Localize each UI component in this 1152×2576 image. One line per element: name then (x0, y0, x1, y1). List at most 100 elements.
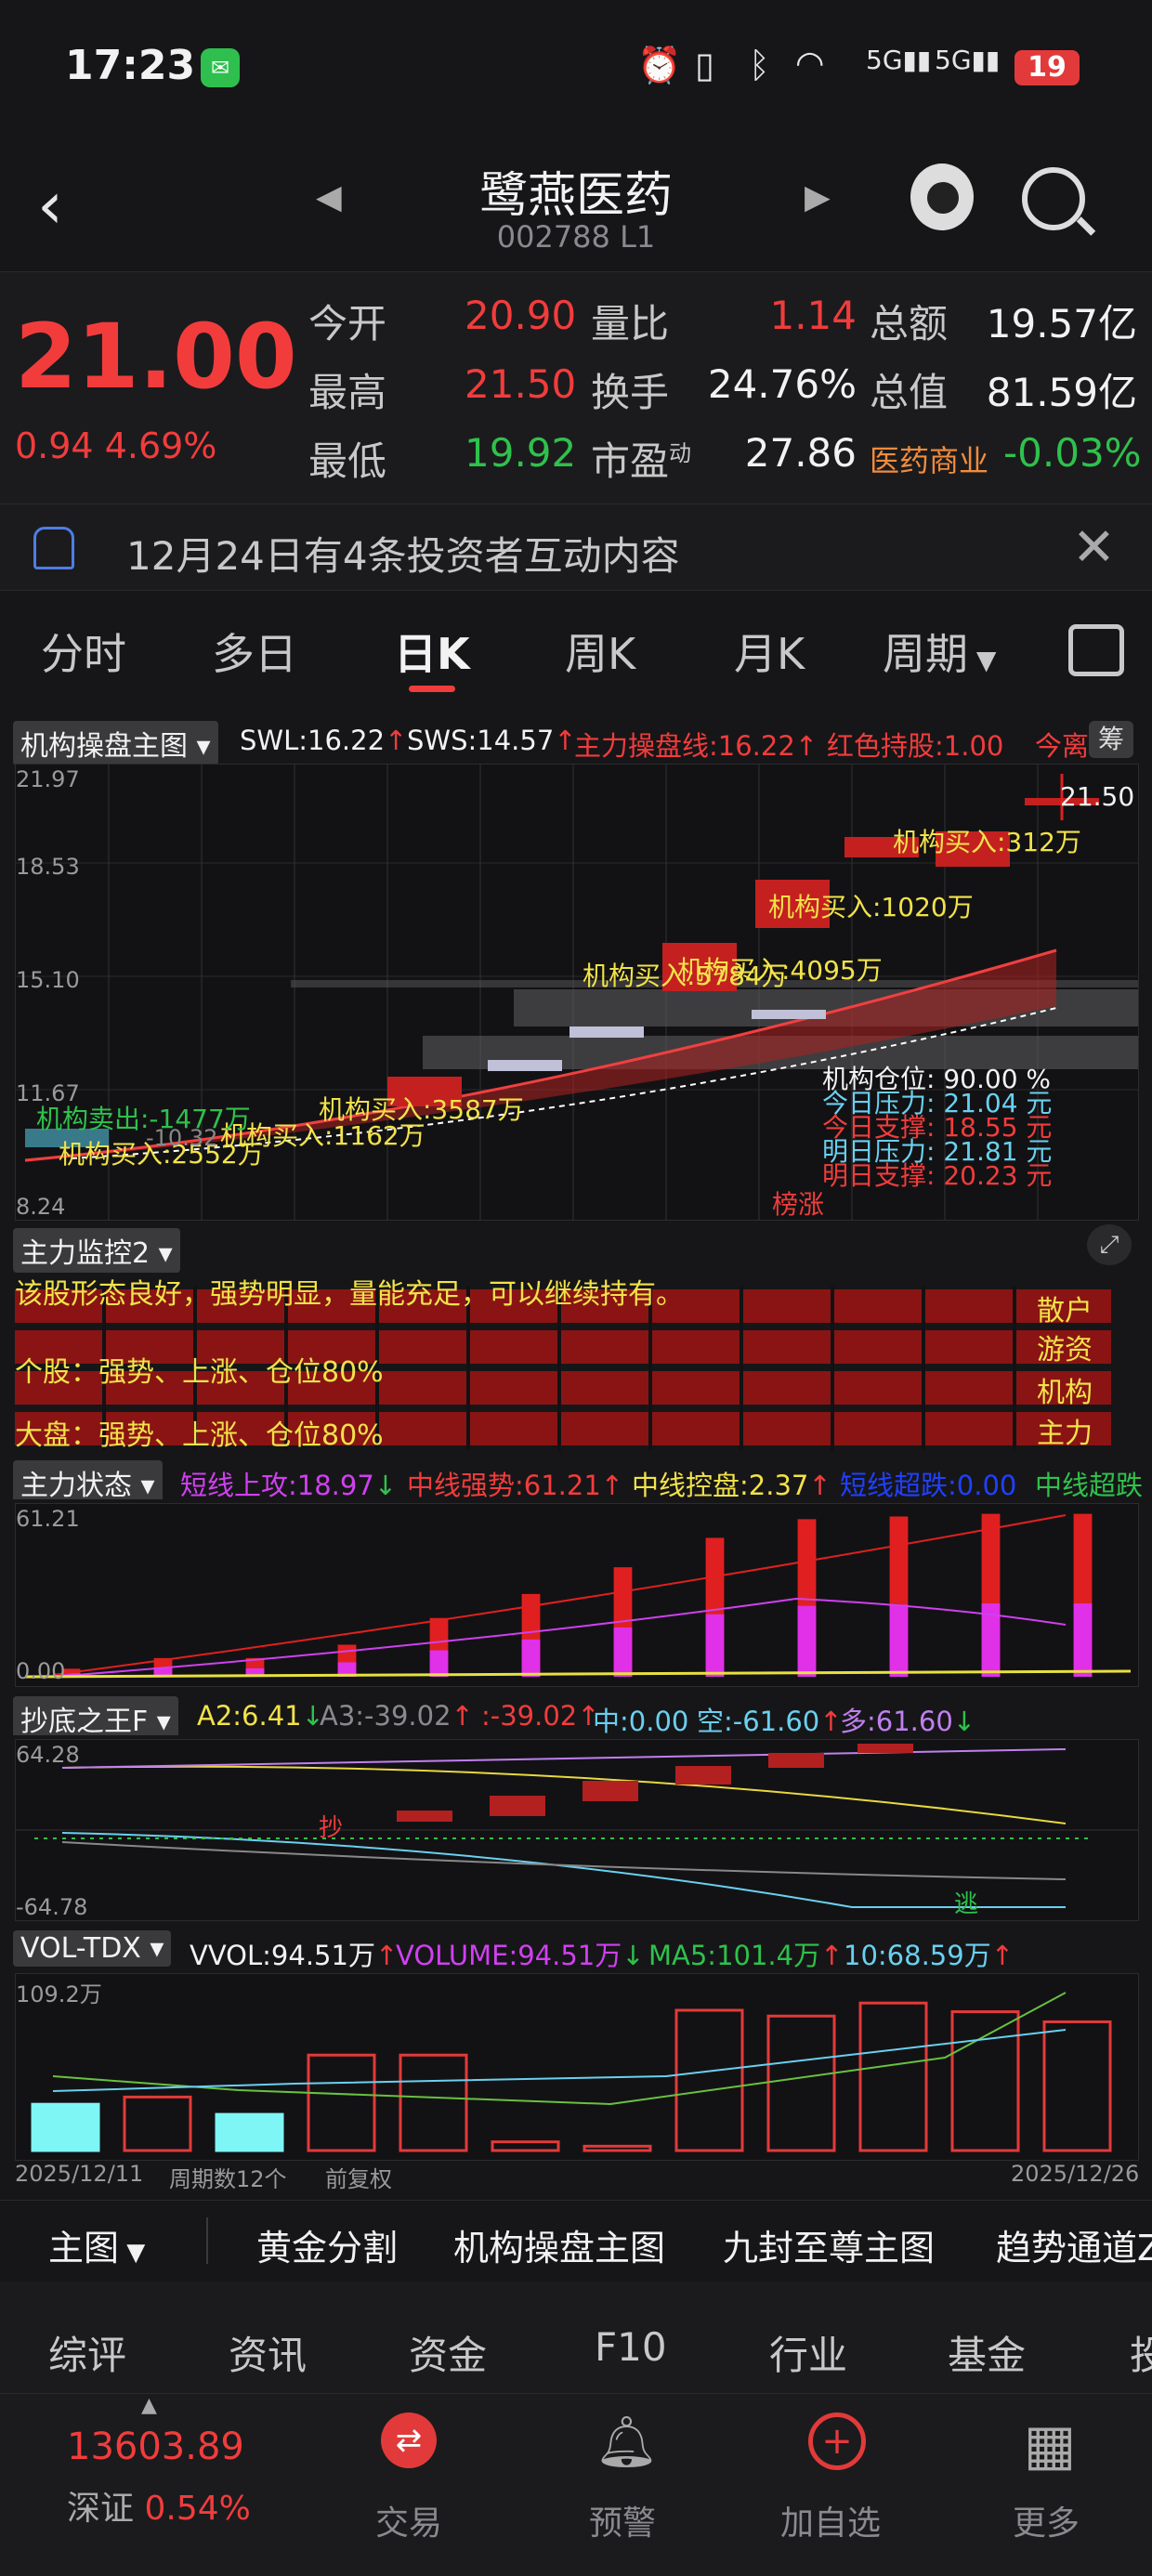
status-time: 17:23 (65, 42, 196, 89)
indicator-nine[interactable]: 九封至尊主图 (723, 2228, 936, 2269)
stock-status: 个股：强势、上涨、仓位80% (15, 1356, 384, 1389)
ma10-value: 10:68.59万↑ (844, 1940, 1015, 1969)
volume-bar (583, 2144, 652, 2152)
turnover-amount-label: 总额 (870, 301, 949, 347)
nav-add-watch[interactable]: 加自选 (780, 2504, 882, 2543)
main-indicator-selector[interactable]: 机构操盘主图 ▾ (13, 721, 218, 765)
market-status: 大盘：强势、上涨、仓位80% (15, 1419, 384, 1452)
status-chart[interactable]: 61.21 0.00 (15, 1503, 1139, 1687)
vvol-value: VVOL:94.51万↑ (190, 1940, 399, 1969)
tab-monthly-k[interactable]: 月K (734, 629, 805, 679)
close-icon[interactable]: ✕ (1072, 517, 1116, 578)
ma5-line (52, 1992, 1067, 2106)
kline-chart[interactable]: 21.97 18.53 15.10 11.67 8.24 21.50 机构买入:… (15, 764, 1139, 1221)
tab-news[interactable]: 资讯 (229, 2333, 308, 2378)
bottom-selector[interactable]: 抄底之王F ▾ (13, 1696, 178, 1735)
sws-value: SWS:14.57↑ (407, 725, 577, 756)
tab-more[interactable]: 投 (1130, 2333, 1152, 2378)
low-value: 19.92 (465, 430, 577, 476)
search-icon[interactable] (1022, 167, 1085, 230)
add-icon[interactable]: + (808, 2413, 866, 2470)
y-tick: 61.21 (16, 1506, 80, 1532)
next-stock-icon[interactable]: ▶ (805, 178, 831, 216)
nav-trade[interactable]: 交易 (375, 2504, 443, 2543)
status-header: 主力状态 ▾ 短线上攻:18.97↓ 中线强势:61.21↑ 中线控盘:2.37… (13, 1460, 1152, 1499)
y-tick: 0.00 (16, 1658, 66, 1684)
notice-bar[interactable]: 12月24日有4条投资者互动内容 ✕ (0, 503, 1152, 591)
tab-fund[interactable]: 基金 (948, 2333, 1027, 2378)
volume-bar (123, 2095, 192, 2152)
indicator-institution[interactable]: 机构操盘主图 (453, 2228, 666, 2269)
mid-strong-line (52, 1514, 1067, 1676)
volume-bar (858, 2001, 928, 2152)
nav-alert[interactable]: 预警 (589, 2504, 657, 2543)
industry-link[interactable]: 医药商业 (870, 443, 989, 478)
indicator-menu: 主图 ▼ 黄金分割 机构操盘主图 九封至尊主图 趋势通道Z (0, 2200, 1152, 2281)
short-attack-line (52, 1597, 1067, 1678)
signal-icon: 5G▮▮ (866, 45, 932, 75)
notice-text[interactable]: 12月24日有4条投资者互动内容 (126, 533, 680, 579)
sell-mark: 逃 (954, 1890, 979, 1918)
indicator-golden[interactable]: 黄金分割 (256, 2228, 399, 2269)
bottom-chart[interactable]: 64.28 -64.78 抄 逃 (15, 1739, 1139, 1921)
chevron-up-icon[interactable]: ▲ (141, 2394, 157, 2417)
tab-multiday[interactable]: 多日 (212, 629, 297, 679)
swl-value: SWL:16.22↑ (240, 725, 408, 756)
tab-intraday[interactable]: 分时 (41, 629, 126, 679)
trade-icon[interactable]: ⇄ (381, 2413, 437, 2468)
tab-overview[interactable]: 综评 (48, 2333, 127, 2378)
nav-more[interactable]: 更多 (1013, 2504, 1080, 2543)
market-cap-value: 81.59亿 (986, 370, 1137, 415)
tab-period[interactable]: 周期 ▼ (883, 629, 997, 679)
monitor-comment: 该股形态良好，强势明显，量能充足，可以继续持有。 (15, 1278, 684, 1311)
tab-funds[interactable]: 资金 (409, 2333, 488, 2378)
turnover-rate-value: 24.76% (707, 361, 857, 407)
active-tab-indicator (409, 686, 455, 692)
chips-button[interactable]: 筹 (1089, 721, 1133, 758)
monitor-selector[interactable]: 主力监控2 ▾ (13, 1228, 180, 1273)
annotation: 机构买入:2552万 (59, 1139, 264, 1170)
high-value: 21.50 (465, 361, 577, 407)
status-bar: 17:23 ✉ ⏰ ▯ ᛒ ◠ 5G▮▮ 5G▮▮ 19 (0, 0, 1152, 139)
volume-header: VOL-TDX ▾ VVOL:94.51万↑ VOLUME:94.51万↓ MA… (13, 1930, 1152, 1969)
attack-bar (245, 1667, 265, 1677)
volume-bar (399, 2053, 468, 2152)
y-tick: -64.78 (16, 1894, 88, 1920)
expand-icon[interactable]: ⤢ (1087, 1224, 1132, 1265)
annotation: 机构买入:312万 (893, 827, 1081, 857)
tab-weekly-k[interactable]: 周K (565, 629, 636, 679)
index-name[interactable]: 深证 0.54% (67, 2490, 251, 2528)
indicator-trend[interactable]: 趋势通道Z (996, 2228, 1152, 2269)
volume-selector[interactable]: VOL-TDX ▾ (13, 1930, 172, 1967)
tab-industry[interactable]: 行业 (769, 2333, 848, 2378)
back-icon[interactable]: ‹ (37, 167, 63, 243)
grid-icon[interactable]: ▦ (1023, 2413, 1077, 2478)
industry-change: -0.03% (1003, 430, 1142, 476)
prev-stock-icon[interactable]: ◀ (316, 178, 342, 216)
assistant-avatar-icon[interactable] (910, 163, 974, 230)
tab-f10[interactable]: F10 (595, 2324, 667, 2370)
status-selector[interactable]: 主力状态 ▾ (13, 1460, 163, 1499)
volume-bar (491, 2140, 560, 2152)
adjust-mode: 前复权 (325, 2166, 392, 2192)
chevron-down-icon: ▼ (968, 645, 997, 675)
position-info-box: 机构仓位: 90.00 % 今日压力: 21.04 元 今日支撑: 18.55 … (822, 1064, 1053, 1191)
tab-daily-k[interactable]: 日K (394, 629, 470, 679)
divider (206, 2217, 208, 2264)
x-start-date: 2025/12/11 (15, 2161, 144, 2187)
low-label: 最低 (308, 438, 387, 484)
index-value[interactable]: 13603.89 (67, 2426, 244, 2468)
attack-bar (337, 1662, 357, 1677)
main-chart-dropdown[interactable]: 主图 ▼ (48, 2228, 146, 2269)
main-line-value: 主力操盘线:16.22↑ (574, 730, 818, 762)
bottom-header: 抄底之王F ▾ A2:6.41↓ A3:-39.02↑ :-39.02↑ 中:0… (13, 1696, 1152, 1735)
volume-bar (215, 2112, 284, 2152)
volume-chart[interactable]: 109.2万 (15, 1973, 1139, 2161)
attack-bar (889, 1604, 909, 1677)
settings-icon[interactable] (1068, 624, 1124, 676)
rank-tag[interactable]: 榜涨 (772, 1189, 825, 1220)
signal2-icon: 5G▮▮ (935, 45, 1001, 75)
bell-icon[interactable]: 🔔︎ (595, 2413, 659, 2471)
main-force-label: 主力 (1037, 1418, 1093, 1450)
bluetooth-icon: ᛒ (749, 45, 770, 85)
